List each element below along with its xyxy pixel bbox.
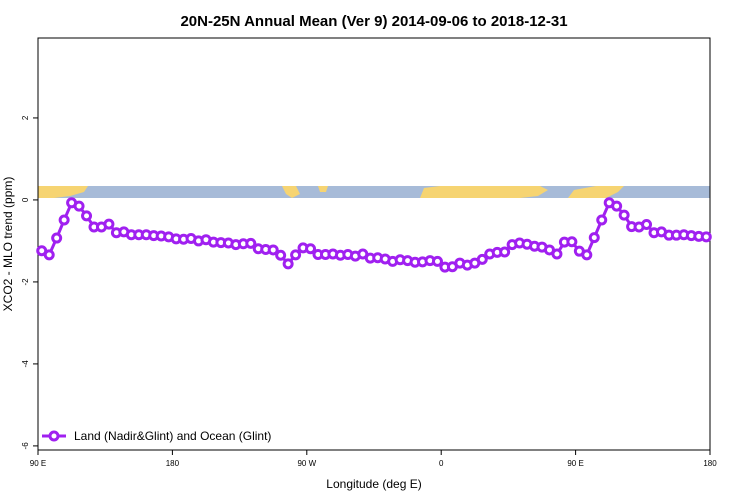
point <box>305 243 317 255</box>
point <box>566 236 578 248</box>
point <box>551 248 563 260</box>
y-axis-label: XCO2 - MLO trend (ppm) <box>1 177 15 312</box>
legend: Land (Nadir&Glint) and Ocean (Glint) <box>42 429 271 443</box>
x-axis-label: Longitude (deg E) <box>326 477 421 491</box>
point <box>51 232 63 244</box>
point <box>611 200 623 212</box>
point <box>43 249 55 261</box>
y-tick-label: 0 <box>21 197 30 202</box>
point <box>282 258 294 270</box>
point <box>581 249 593 261</box>
point <box>431 255 443 267</box>
point <box>700 231 712 243</box>
chart-title: 20N-25N Annual Mean (Ver 9) 2014-09-06 t… <box>180 13 567 30</box>
plot-frame <box>37 37 711 451</box>
legend-label: Land (Nadir&Glint) and Ocean (Glint) <box>74 429 271 443</box>
land-ocean-strip <box>38 186 710 198</box>
y-tick-label: 2 <box>21 115 30 120</box>
legend-marker <box>48 430 60 442</box>
point <box>641 219 653 231</box>
y-tick-label: -4 <box>21 360 30 368</box>
point <box>476 253 488 265</box>
point <box>58 214 70 226</box>
point <box>596 214 608 226</box>
point <box>73 200 85 212</box>
x-tick-label: 180 <box>166 459 180 468</box>
x-tick-label: 90 E <box>30 459 46 468</box>
x-tick-label: 90 E <box>567 459 583 468</box>
point <box>588 232 600 244</box>
x-tick-label: 90 W <box>297 459 316 468</box>
point <box>103 218 115 230</box>
point <box>81 210 93 222</box>
point <box>245 237 257 249</box>
y-tick-label: -2 <box>21 278 30 286</box>
point <box>499 246 511 258</box>
point <box>275 249 287 261</box>
point <box>618 209 630 221</box>
point <box>290 249 302 261</box>
x-tick-label: 0 <box>439 459 444 468</box>
y-tick-label: -6 <box>21 442 30 450</box>
point <box>267 244 279 256</box>
x-tick-label: 180 <box>703 459 717 468</box>
